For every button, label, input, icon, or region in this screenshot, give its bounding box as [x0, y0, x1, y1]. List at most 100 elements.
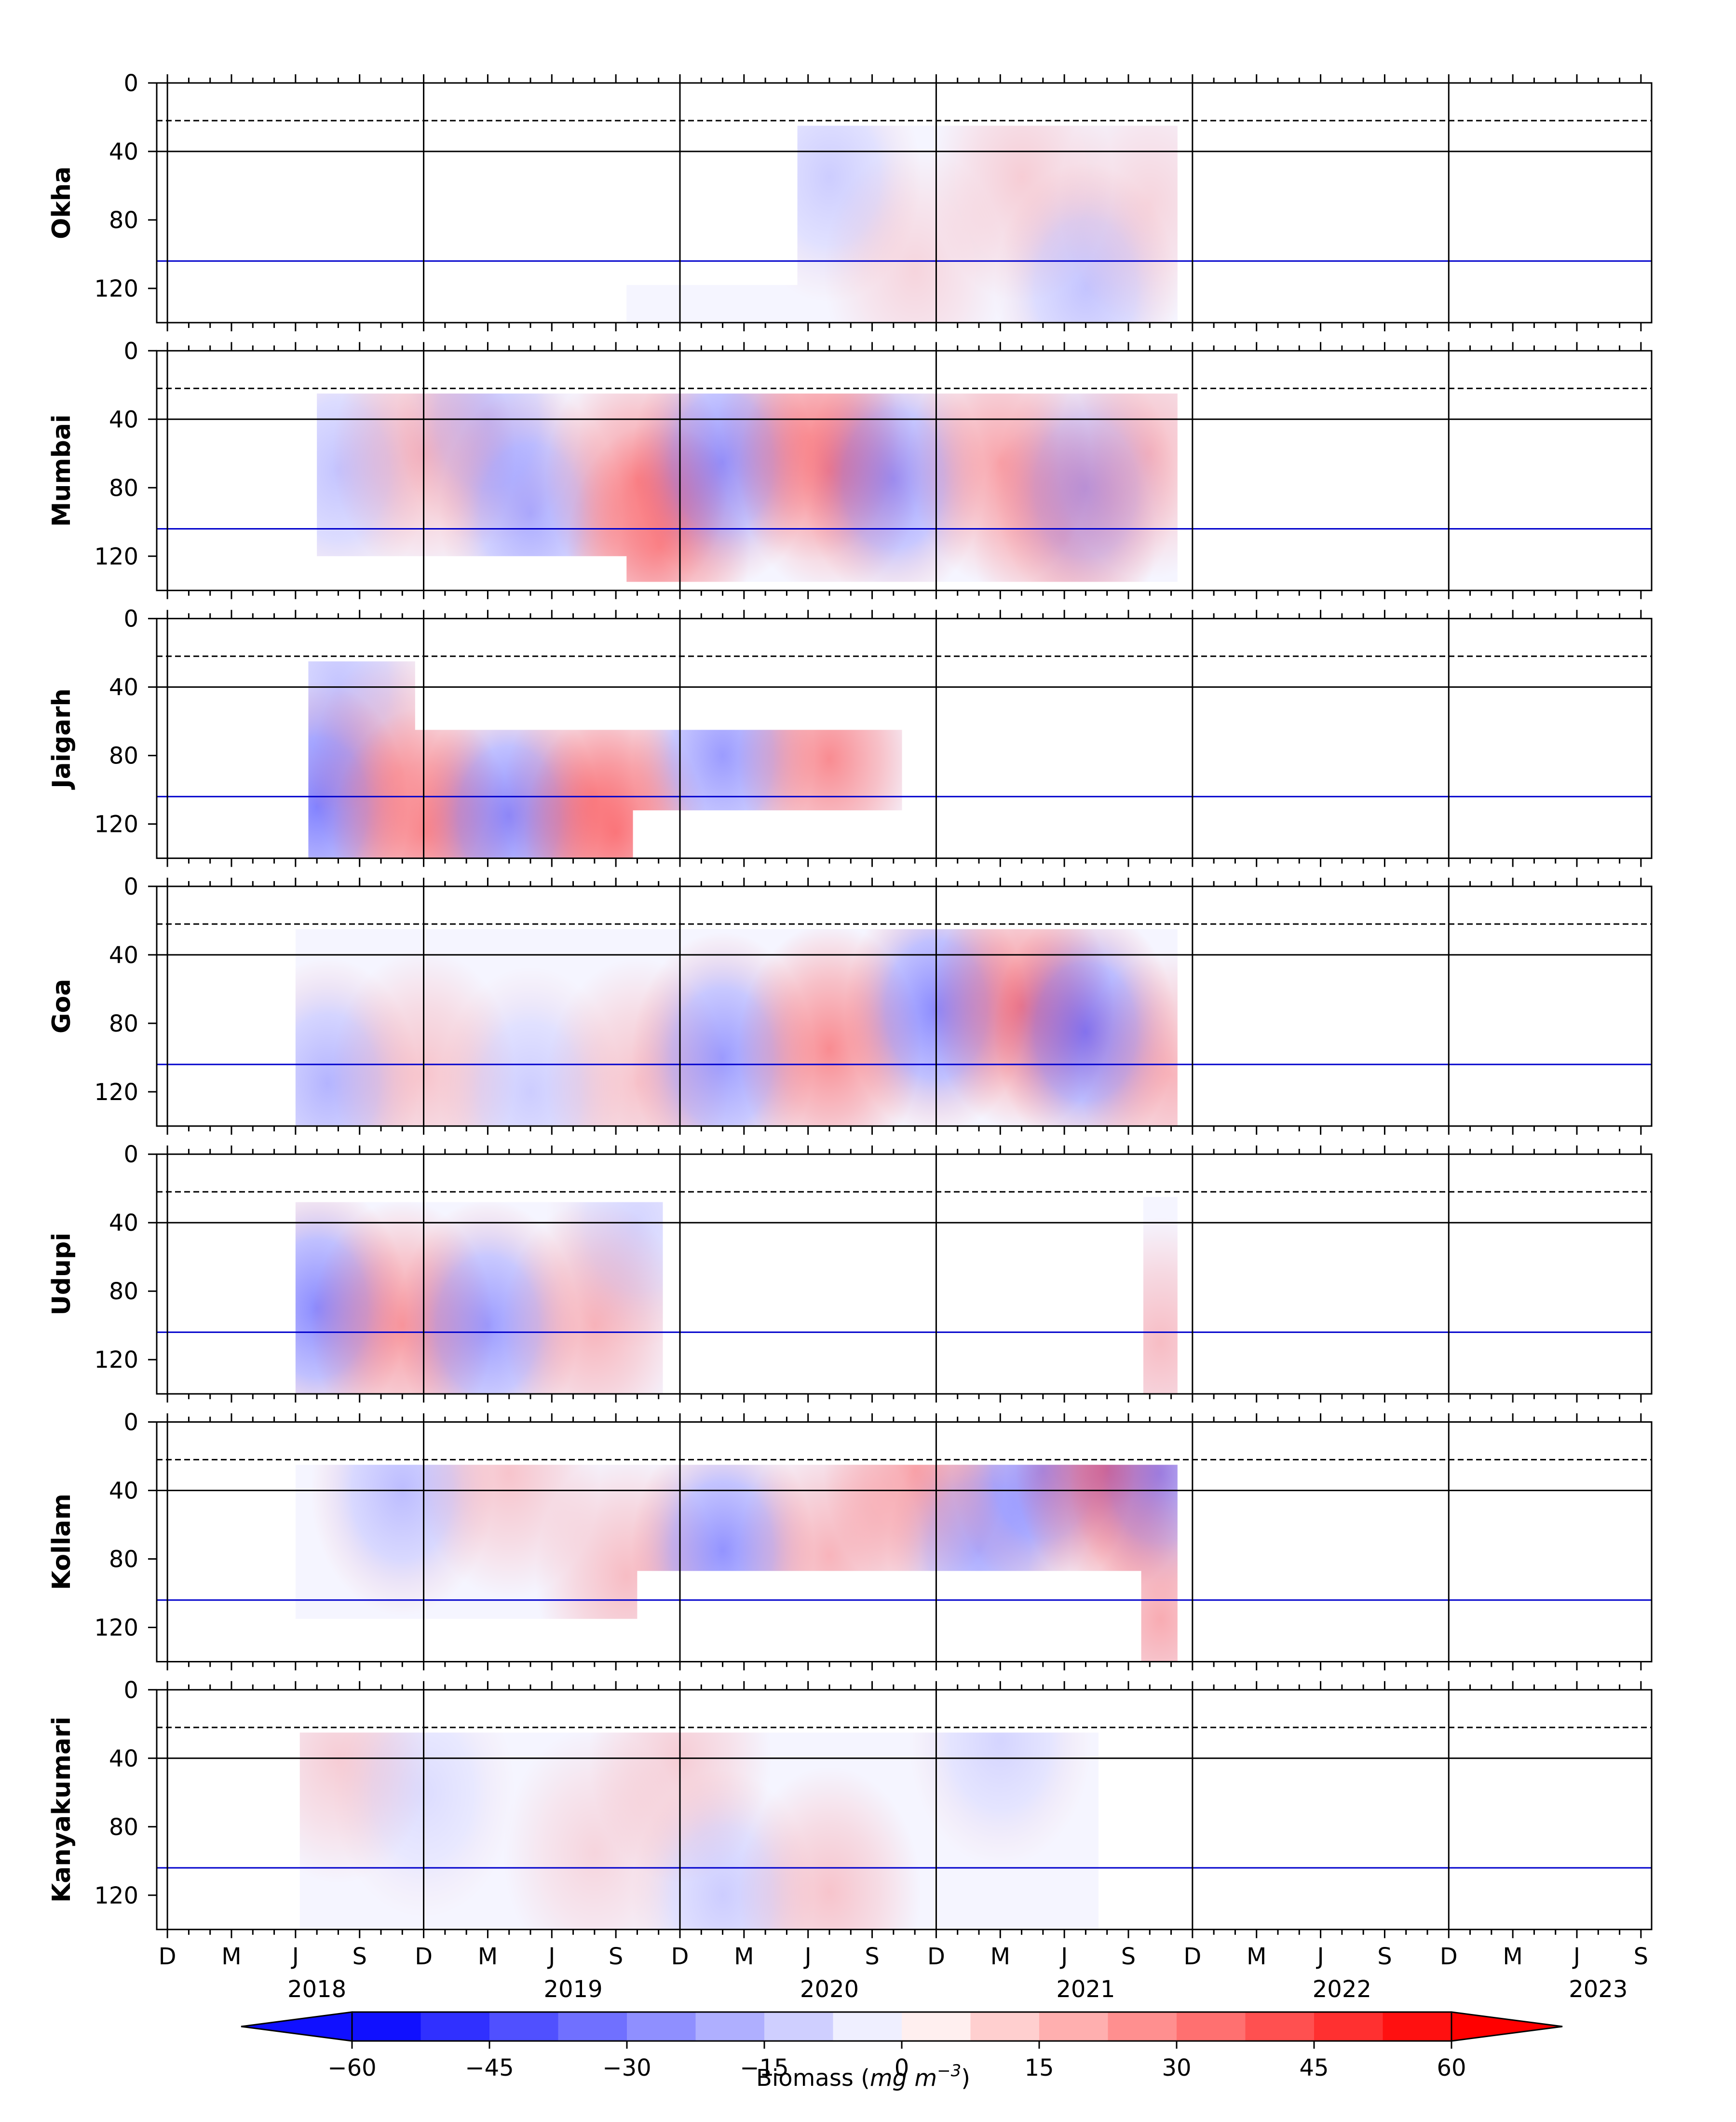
- colorbar-tick-label: 15: [1024, 2054, 1054, 2081]
- panel-mumbai: 0 40 80 120 Mumbai: [47, 338, 1653, 599]
- y-tick-label: 0: [123, 1409, 138, 1436]
- x-year-label: 2022: [1313, 1976, 1371, 2003]
- panel-frame: [156, 885, 1653, 1127]
- x-month-label: J: [1059, 1943, 1068, 1970]
- colorbar-bin: [764, 2012, 834, 2041]
- x-month-label: S: [1377, 1943, 1392, 1970]
- panel-frame: [156, 1153, 1653, 1395]
- colorbar: Biomass (mg m−3) −60 −45 −30 −15 0 15 30 45 60: [241, 2011, 1563, 2092]
- y-tick-label: 80: [109, 1010, 138, 1037]
- y-tick-label: 40: [109, 1745, 138, 1772]
- x-year-label: 2019: [543, 1976, 602, 2003]
- panel-frame: [156, 350, 1653, 591]
- colorbar-bin: [970, 2012, 1040, 2041]
- y-tick-label: 80: [109, 1814, 138, 1841]
- y-tick-label: 120: [94, 811, 138, 838]
- y-tick-label: 120: [94, 1079, 138, 1106]
- x-month-label: D: [1440, 1943, 1458, 1970]
- anomaly-blob: [1058, 394, 1178, 579]
- x-month-label: D: [415, 1943, 433, 1970]
- colorbar-tick-label: 0: [895, 2054, 909, 2081]
- x-month-label: M: [1247, 1943, 1266, 1970]
- station-label: Kollam: [47, 1494, 76, 1590]
- y-tick-label: 80: [109, 743, 138, 770]
- anomaly-field: [295, 929, 1178, 1126]
- y-tick-label: 0: [123, 1141, 138, 1168]
- anomaly-blob: [1058, 125, 1178, 323]
- anomaly-blob: [1069, 1217, 1178, 1394]
- anomaly-field: [299, 1732, 1099, 1930]
- anomaly-blob: [1079, 949, 1178, 1126]
- x-month-label: D: [1183, 1943, 1201, 1970]
- colorbar-bin: [902, 2012, 971, 2041]
- y-tick-label: 80: [109, 1278, 138, 1305]
- y-tick-label: 40: [109, 138, 138, 165]
- x-month-label: J: [1316, 1943, 1324, 1970]
- x-month-label: J: [291, 1943, 299, 1970]
- y-tick-label: 120: [94, 275, 138, 302]
- colorbar-bin: [420, 2012, 490, 2041]
- x-month-label: J: [1572, 1943, 1580, 1970]
- y-tick-label: 0: [123, 70, 138, 97]
- panel-frame: [156, 618, 1653, 859]
- colorbar-label: Biomass (mg m−3): [756, 2061, 970, 2092]
- x-month-label: S: [1121, 1943, 1136, 1970]
- y-tick-label: 120: [94, 543, 138, 570]
- x-month-label: D: [671, 1943, 689, 1970]
- x-month-label: M: [221, 1943, 241, 1970]
- panel-kanyakumari: 0 40 80 120 Kanyakumari: [47, 1677, 1653, 1938]
- x-month-label: M: [990, 1943, 1010, 1970]
- colorbar-tick-label: −45: [465, 2054, 514, 2081]
- x-month-label: D: [927, 1943, 945, 1970]
- x-month-label: J: [547, 1943, 555, 1970]
- station-label: Mumbai: [47, 414, 76, 527]
- x-month-label: J: [803, 1943, 812, 1970]
- panels: 0 40 80 120 Okha 0 40 80 120 Mumbai 0 40 80 120 Jaigar…: [47, 70, 1653, 1938]
- colorbar-tick-label: 60: [1437, 2054, 1466, 2081]
- y-tick-label: 0: [123, 606, 138, 633]
- anomaly-blob: [738, 661, 902, 858]
- x-month-label: D: [159, 1943, 176, 1970]
- x-month-label: M: [734, 1943, 754, 1970]
- colorbar-bin: [1108, 2012, 1177, 2041]
- y-tick-label: 40: [109, 406, 138, 433]
- panel-frame: [156, 1689, 1653, 1931]
- x-month-label: S: [1634, 1943, 1648, 1970]
- station-label: Goa: [47, 979, 76, 1034]
- colorbar-bin: [695, 2012, 765, 2041]
- colorbar-tick-label: 45: [1299, 2054, 1329, 2081]
- y-tick-label: 40: [109, 1478, 138, 1505]
- y-tick-label: 80: [109, 475, 138, 502]
- anomaly-field: [626, 125, 1178, 323]
- panel-jaigarh: 0 40 80 120 Jaigarh: [47, 606, 1653, 867]
- panel-kollam: 0 40 80 120 Kollam: [47, 1409, 1653, 1671]
- colorbar-bin: [1039, 2012, 1109, 2041]
- station-label: Kanyakumari: [47, 1716, 76, 1903]
- panel-goa: 0 40 80 120 Goa: [47, 873, 1653, 1135]
- y-tick-label: 0: [123, 873, 138, 900]
- colorbar-bin: [1177, 2012, 1246, 2041]
- station-label: Udupi: [47, 1233, 76, 1316]
- panel-frame: [156, 82, 1653, 324]
- x-month-label: S: [352, 1943, 366, 1970]
- anomaly-blob: [1069, 1493, 1178, 1662]
- colorbar-bin: [489, 2012, 559, 2041]
- x-year-label: 2021: [1056, 1976, 1115, 2003]
- colorbar-bin: [1245, 2012, 1315, 2041]
- y-tick-label: 120: [94, 1615, 138, 1642]
- anomaly-field: [308, 661, 902, 858]
- colorbar-bin: [627, 2012, 696, 2041]
- colorbar-tick-label: −30: [602, 2054, 651, 2081]
- x-month-label: M: [478, 1943, 498, 1970]
- x-year-label: 2018: [287, 1976, 346, 2003]
- colorbar-tick-label: 30: [1162, 2054, 1191, 2081]
- y-tick-label: 0: [123, 1677, 138, 1704]
- x-year-label: 2020: [800, 1976, 859, 2003]
- anomaly-blob: [738, 1766, 921, 1930]
- station-label: Jaigarh: [47, 688, 76, 789]
- panel-okha: 0 40 80 120 Okha: [47, 70, 1653, 331]
- x-year-label: 2023: [1569, 1976, 1628, 2003]
- anomaly-blob: [909, 1732, 1092, 1867]
- colorbar-tick-label: −60: [327, 2054, 376, 2081]
